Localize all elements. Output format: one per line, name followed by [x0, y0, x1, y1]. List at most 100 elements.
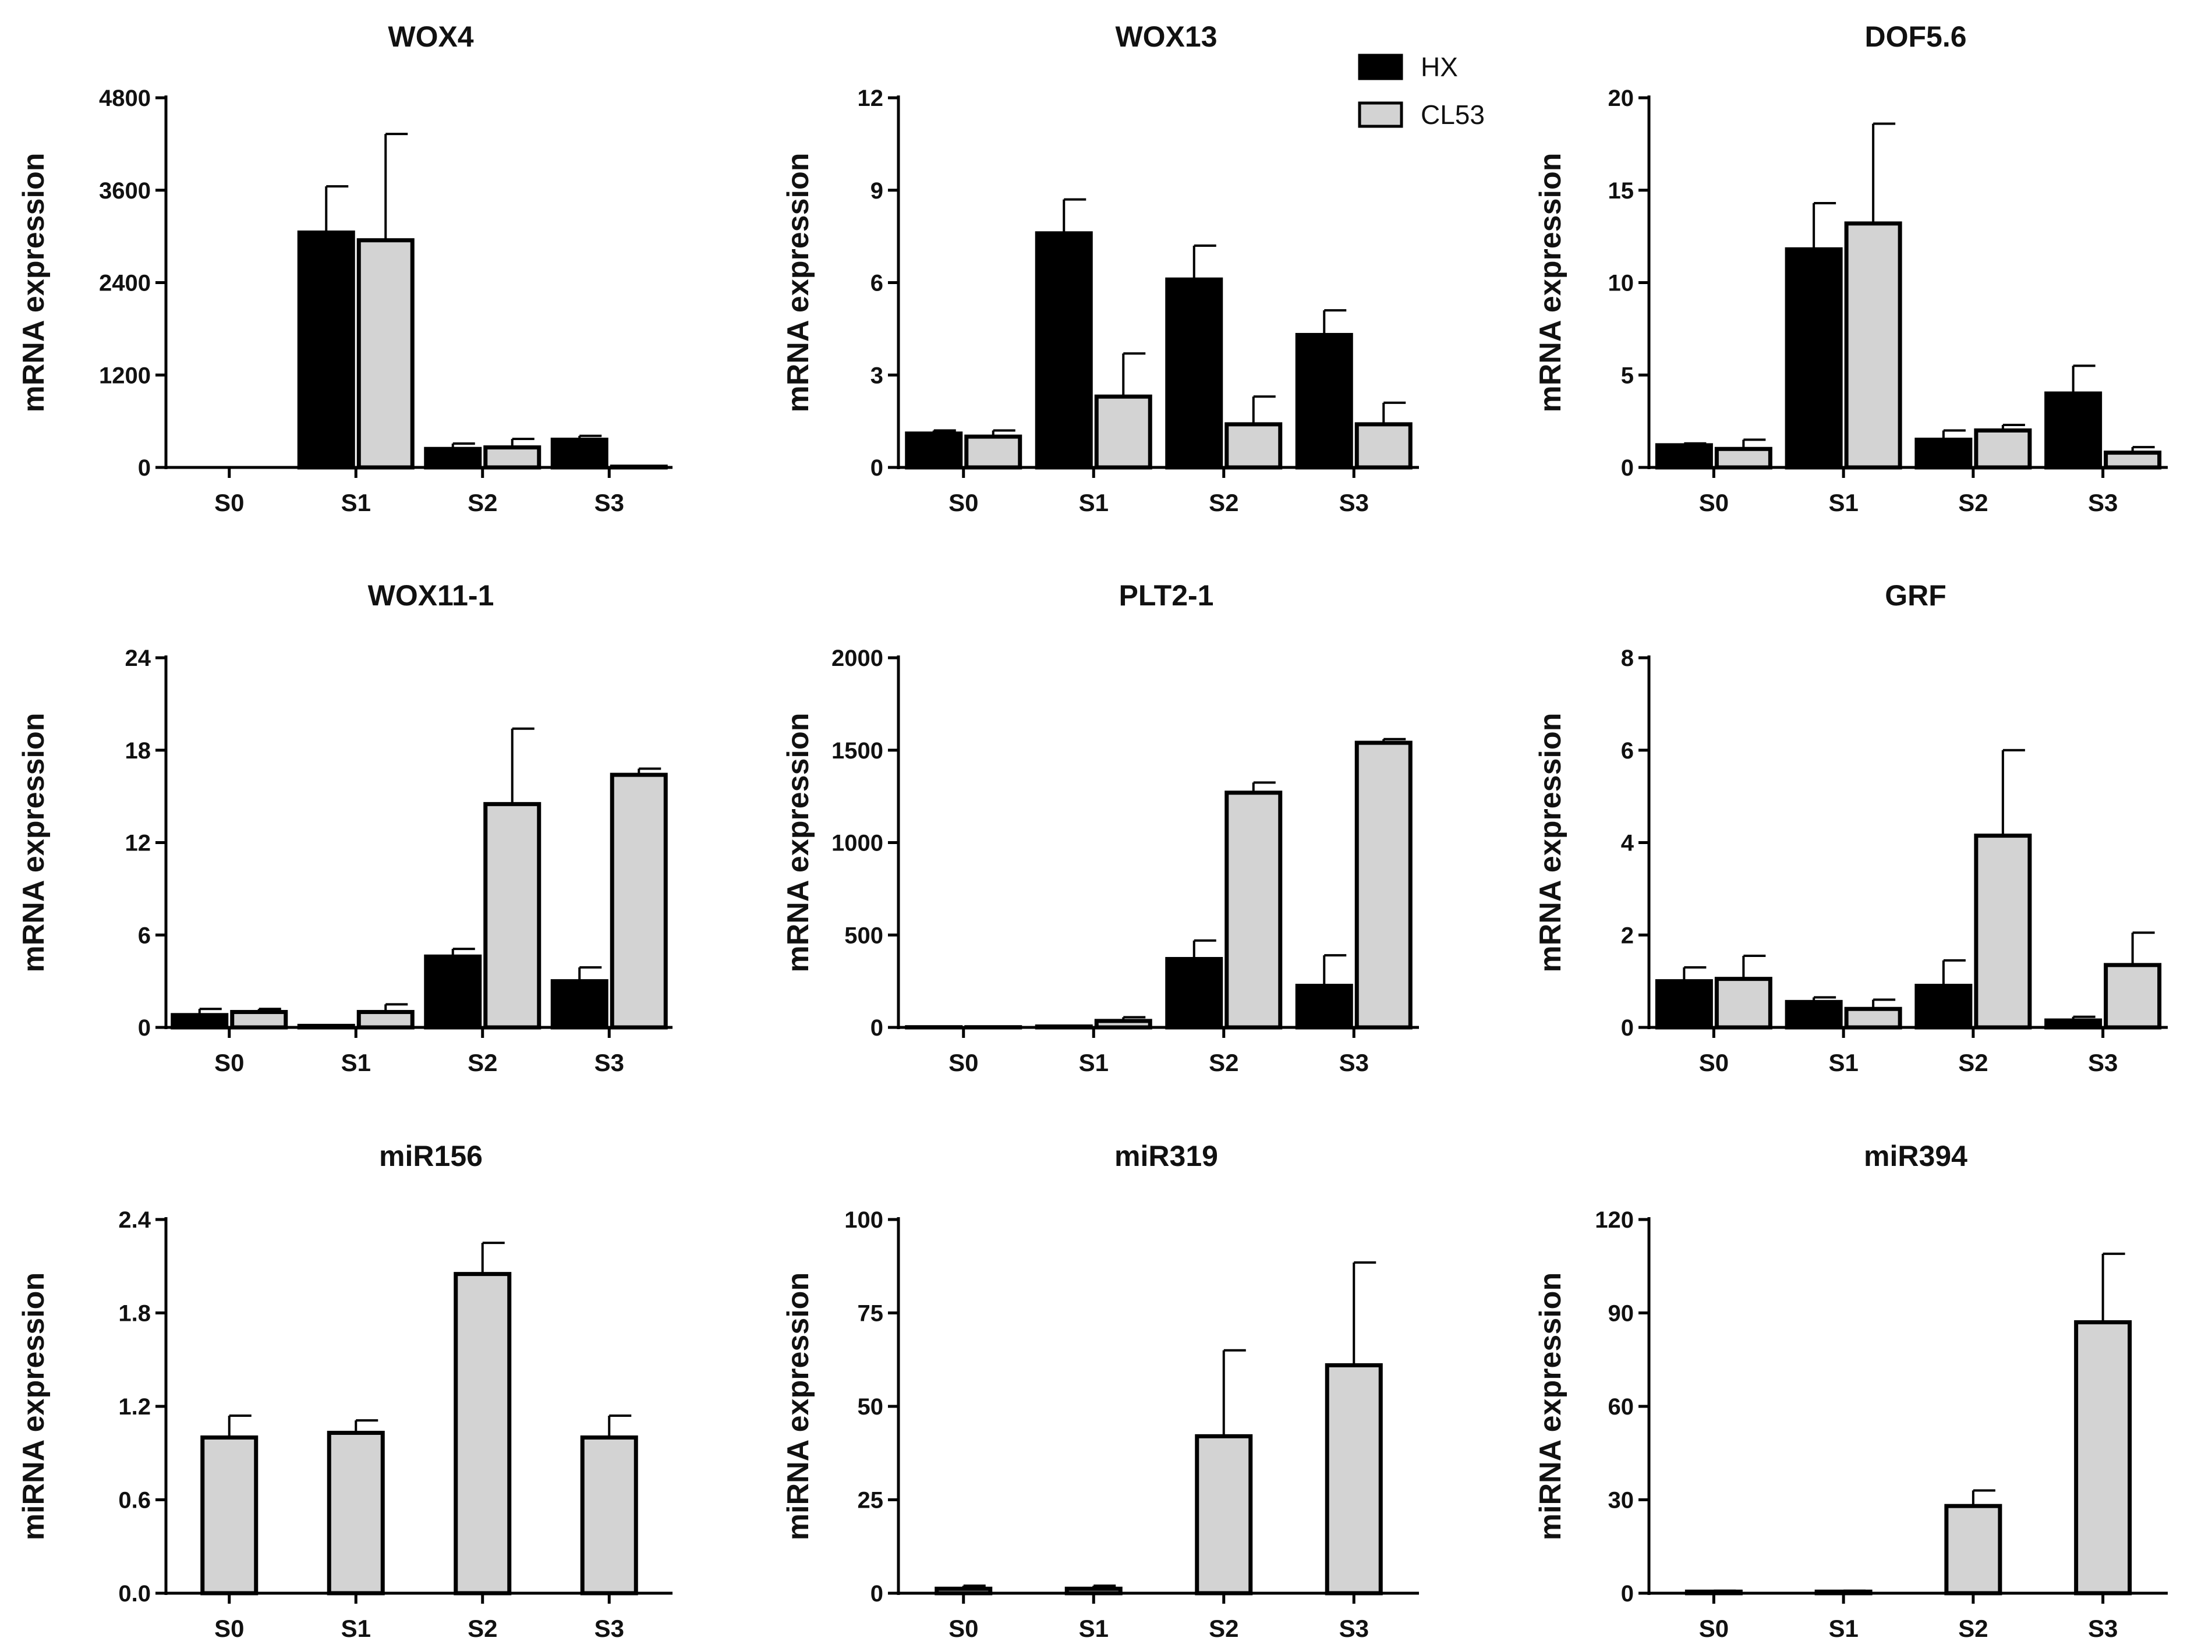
y-tick-label: 1.8	[118, 1301, 151, 1327]
bar-hx-s0	[905, 431, 963, 470]
bar-hx-s2	[1165, 277, 1223, 470]
bar-hx-s3	[1295, 332, 1353, 470]
y-tick-label: 0	[1621, 1015, 1634, 1041]
bar-cl53-s3	[1354, 422, 1413, 470]
y-tick-label: 6	[870, 271, 883, 296]
y-tick-label: 4	[1621, 831, 1634, 856]
bar-cl53-s3	[580, 1435, 638, 1596]
bar-hx-s2	[1914, 984, 1973, 1030]
legend-swatch-cl53	[1358, 101, 1403, 128]
bar-hx-s2	[1165, 957, 1223, 1030]
x-tick-label: S2	[468, 1615, 497, 1642]
bar-cl53-s2	[1944, 1504, 2002, 1596]
y-tick-label: 50	[858, 1394, 884, 1420]
x-tick-label: S3	[1339, 1615, 1369, 1642]
bar-cl53-s1	[1844, 1006, 1902, 1030]
bar-cl53-s2	[1224, 790, 1283, 1030]
y-tick-label: 2000	[831, 646, 883, 671]
chart-title: miR394	[1864, 1140, 1967, 1172]
y-tick-label: 0.0	[118, 1581, 151, 1607]
y-tick-label: 1000	[831, 831, 883, 856]
bar-cl53-s2	[483, 802, 542, 1030]
y-tick-label: 4800	[99, 86, 151, 111]
y-axis-label: mRNA expression	[1534, 713, 1567, 973]
bar-cl53-s0	[1714, 977, 1772, 1030]
y-tick-label: 0	[870, 1581, 883, 1607]
chart-title: miR319	[1114, 1140, 1218, 1172]
x-tick-label: S2	[1958, 1615, 1988, 1642]
chart-title: GRF	[1885, 579, 1946, 612]
bar-cl53-s3	[2074, 1320, 2132, 1596]
y-tick-label: 500	[844, 923, 883, 948]
y-tick-label: 6	[138, 923, 151, 948]
x-tick-label: S3	[2088, 1049, 2118, 1076]
y-tick-label: 60	[1608, 1394, 1634, 1420]
bar-hx-s0	[171, 1013, 229, 1030]
bar-cl53-s3	[1354, 740, 1413, 1030]
y-tick-label: 25	[858, 1488, 884, 1513]
y-axis-label: mRNA expression	[17, 153, 51, 413]
bar-cl53-s2	[1974, 834, 2032, 1030]
y-tick-label: 1200	[99, 363, 151, 388]
bar-cl53-s1	[1814, 1589, 1873, 1596]
x-tick-label: S1	[1079, 489, 1109, 516]
bar-cl53-s2	[1195, 1434, 1253, 1596]
legend: HX CL53	[1358, 52, 1485, 130]
x-tick-label: S0	[1699, 1615, 1729, 1642]
bar-hx-s0	[1655, 979, 1713, 1030]
x-tick-label: S2	[1209, 1049, 1238, 1076]
x-tick-label: S0	[214, 489, 244, 516]
x-tick-label: S2	[1958, 489, 1988, 516]
x-tick-label: S0	[1699, 1049, 1729, 1076]
legend-swatch-hx	[1358, 54, 1403, 80]
bar-cl53-s1	[327, 1430, 385, 1596]
bar-cl53-s0	[935, 1586, 993, 1596]
y-tick-label: 75	[858, 1301, 884, 1327]
x-tick-label: S3	[2088, 1615, 2118, 1642]
bar-hx-s3	[550, 437, 608, 470]
y-tick-label: 10	[1608, 271, 1634, 296]
chart-panel-grf: GRF mRNA expression 0 2 4 6 8 S0 S1 S2 S3	[1534, 579, 2168, 1076]
y-tick-label: 30	[1608, 1488, 1634, 1513]
bar-cl53-s3	[2104, 963, 2162, 1030]
chart-panel-wox4: WOX4 mRNA expression 0 1200 2400 3600 4800 S0 S1…	[17, 20, 673, 516]
y-tick-label: 0	[870, 1015, 883, 1041]
x-tick-label: S2	[1958, 1049, 1988, 1076]
y-tick-label: 2	[1621, 923, 1634, 948]
x-tick-label: S1	[1079, 1615, 1109, 1642]
x-tick-label: S1	[1079, 1049, 1109, 1076]
bar-hx-s2	[1914, 437, 1973, 470]
bar-cl53-s2	[1224, 422, 1283, 470]
x-tick-label: S3	[2088, 489, 2118, 516]
y-tick-label: 100	[844, 1207, 883, 1233]
bar-cl53-s1	[1064, 1586, 1123, 1596]
bar-cl53-s3	[1325, 1363, 1383, 1596]
y-tick-label: 8	[1621, 646, 1634, 671]
x-tick-label: S1	[341, 1049, 371, 1076]
bar-hx-s1	[1035, 231, 1093, 470]
x-tick-label: S3	[1339, 1049, 1369, 1076]
y-tick-label: 12	[125, 831, 151, 856]
x-tick-label: S1	[341, 1615, 371, 1642]
y-tick-label: 0.6	[118, 1488, 151, 1513]
y-tick-label: 0	[138, 455, 151, 481]
y-axis-label: miRNA expression	[1534, 1272, 1567, 1540]
y-tick-label: 0	[1621, 1581, 1634, 1607]
y-tick-label: 2400	[99, 271, 151, 296]
bar-cl53-s1	[1844, 221, 1902, 470]
y-tick-label: 5	[1621, 363, 1634, 388]
x-tick-label: S2	[468, 1049, 497, 1076]
chart-panel-dof5.6: DOF5.6 mRNA expression 0 5 10 15 20 S0 S1 S2 S3	[1534, 20, 2168, 516]
x-tick-label: S3	[594, 1049, 624, 1076]
x-tick-label: S2	[468, 489, 497, 516]
chart-panel-wox11-1: WOX11-1 mRNA expression 0 6 12 18 24 S0 S1 S2 S3	[17, 579, 673, 1076]
y-axis-label: miRNA expression	[17, 1272, 51, 1540]
bar-hx-s2	[424, 446, 482, 470]
chart-title: WOX4	[388, 20, 473, 53]
chart-title: DOF5.6	[1864, 20, 1966, 53]
x-tick-label: S2	[1209, 489, 1238, 516]
bar-cl53-s0	[200, 1435, 259, 1596]
y-tick-label: 15	[1608, 178, 1634, 204]
chart-title: miR156	[379, 1140, 483, 1172]
y-axis-label: mRNA expression	[17, 713, 51, 973]
